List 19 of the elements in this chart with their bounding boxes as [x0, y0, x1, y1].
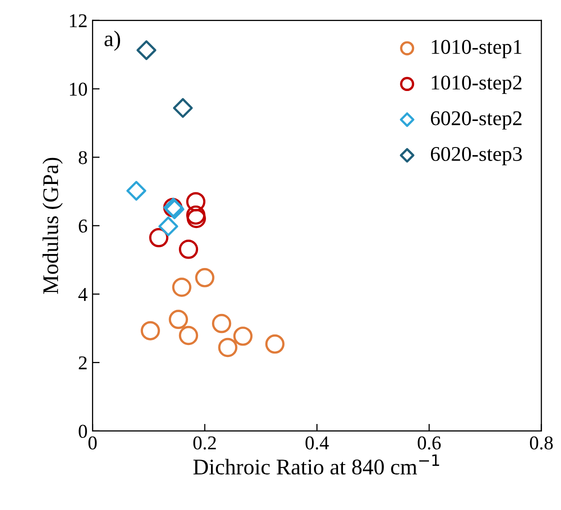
x-tick-label: 0.6	[418, 436, 441, 450]
x-axis-title: Dichroic Ratio at 840 cm$^{−1}$	[193, 454, 440, 475]
legend-label: 1010-step1	[432, 40, 522, 58]
x-tick-label: 0.8	[530, 436, 553, 450]
legend-label: 6020-step2	[430, 111, 522, 130]
y-tick-label: 6	[78, 220, 88, 233]
y-tick-label: 2	[78, 356, 87, 370]
x-tick-label: 0.2	[193, 436, 216, 450]
y-tick-label: 4	[78, 288, 88, 301]
x-tick-label: 0	[88, 436, 97, 450]
y-axis-title: Modulus (GPa)	[42, 158, 63, 294]
y-tick-label: 8	[78, 151, 87, 164]
annotation: a)	[104, 30, 120, 51]
legend-label: 6020-step3	[430, 146, 522, 166]
y-tick-label: 0	[78, 424, 87, 438]
y-tick-label: 10	[70, 82, 87, 96]
y-tick-label: 12	[70, 14, 87, 28]
x-tick-label: 0.4	[306, 436, 329, 450]
legend-label: 1010-step2	[432, 76, 522, 94]
